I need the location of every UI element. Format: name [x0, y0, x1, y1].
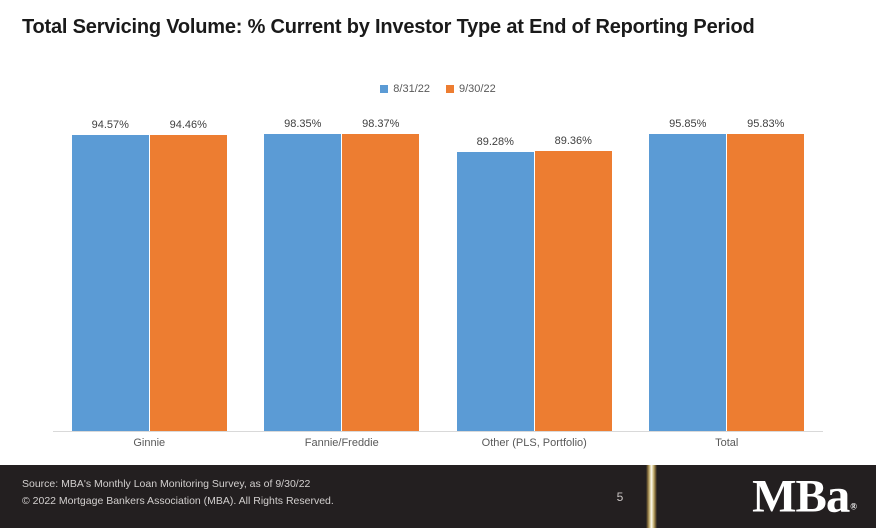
plot-area: 94.57% 94.46% 98.35% 98.37% 89.28% 89.36% 95.8…	[53, 118, 823, 431]
chart-legend: 8/31/22 9/30/22	[0, 83, 876, 95]
bar-column-8-31-22-other-pls-portfolio: 89.28%	[456, 118, 534, 431]
category-label-fannie-freddie: Fannie/Freddie	[304, 437, 379, 449]
bar-data-label: 94.57%	[91, 119, 129, 131]
bar-9-30-22-ginnie	[149, 135, 227, 431]
bar-group-ginnie: 94.57% 94.46%	[53, 118, 246, 431]
bar-column-9-30-22-total: 95.83%	[727, 118, 805, 431]
bar-group-other-pls-portfolio: 89.28% 89.36%	[438, 118, 631, 431]
bar-data-label: 89.36%	[554, 135, 592, 148]
source-line-2: © 2022 Mortgage Bankers Association (MBA…	[22, 495, 334, 507]
footer-bar: Source: MBA's Monthly Loan Monitoring Su…	[0, 465, 876, 528]
bar-column-9-30-22-other-pls-portfolio: 89.36%	[534, 118, 612, 431]
bar-9-30-22-fannie-freddie	[342, 134, 420, 431]
category-label-total: Total	[715, 437, 739, 449]
bar-column-8-31-22-ginnie: 94.57%	[71, 118, 149, 431]
x-axis-line	[53, 431, 823, 432]
category-label-ginnie: Ginnie	[133, 437, 166, 449]
bar-9-30-22-other-pls-portfolio	[534, 151, 612, 431]
bar-8-31-22-other-pls-portfolio	[456, 151, 534, 431]
bar-data-label: 95.83%	[747, 118, 785, 130]
bar-data-label: 95.85%	[669, 118, 707, 130]
source-text: Source: MBA's Monthly Loan Monitoring Su…	[22, 476, 334, 510]
source-line-1: Source: MBA's Monthly Loan Monitoring Su…	[22, 478, 311, 490]
mba-logo-mb: MB	[752, 470, 827, 523]
bar-8-31-22-ginnie	[71, 135, 149, 431]
page-number: 5	[616, 489, 624, 504]
legend-label-9-30-22: 9/30/22	[459, 83, 496, 95]
category-label-other-pls-portfolio: Other (PLS, Portfolio)	[481, 437, 587, 449]
gold-divider	[646, 465, 657, 528]
bar-9-30-22-total	[727, 134, 805, 431]
legend-label-8-31-22: 8/31/22	[393, 83, 430, 95]
registered-mark: ®	[850, 501, 857, 512]
page-title: Total Servicing Volume: % Current by Inv…	[22, 16, 755, 38]
bar-column-9-30-22-fannie-freddie: 98.37%	[342, 118, 420, 431]
bar-data-label: 94.46%	[169, 119, 207, 132]
mba-logo: MBa®	[752, 470, 857, 523]
bar-group-total: 95.85% 95.83%	[631, 118, 824, 431]
category-axis-labels: Ginnie Fannie/Freddie Other (PLS, Portfoli…	[53, 437, 823, 449]
mba-logo-a: a	[825, 467, 850, 523]
bar-group-fannie-freddie: 98.35% 98.37%	[246, 118, 439, 431]
legend-swatch-8-31-22	[380, 85, 389, 93]
bar-data-label: 98.37%	[362, 118, 400, 130]
legend-swatch-9-30-22	[446, 85, 454, 93]
bar-column-8-31-22-total: 95.85%	[649, 118, 727, 431]
bar-8-31-22-fannie-freddie	[264, 134, 342, 431]
bar-data-label: 89.28%	[476, 135, 514, 148]
legend-item-8-31-22: 8/31/22	[380, 83, 430, 95]
bar-data-label: 98.35%	[284, 118, 322, 130]
bar-8-31-22-total	[649, 134, 727, 431]
legend-item-9-30-22: 9/30/22	[446, 83, 496, 95]
bar-column-9-30-22-ginnie: 94.46%	[149, 118, 227, 431]
bar-column-8-31-22-fannie-freddie: 98.35%	[264, 118, 342, 431]
